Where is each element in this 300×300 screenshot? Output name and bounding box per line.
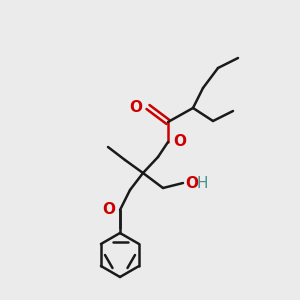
- Text: O: O: [173, 134, 186, 149]
- Text: O: O: [102, 202, 115, 217]
- Text: O: O: [129, 100, 142, 115]
- Text: H: H: [196, 176, 208, 190]
- Text: O: O: [185, 176, 198, 190]
